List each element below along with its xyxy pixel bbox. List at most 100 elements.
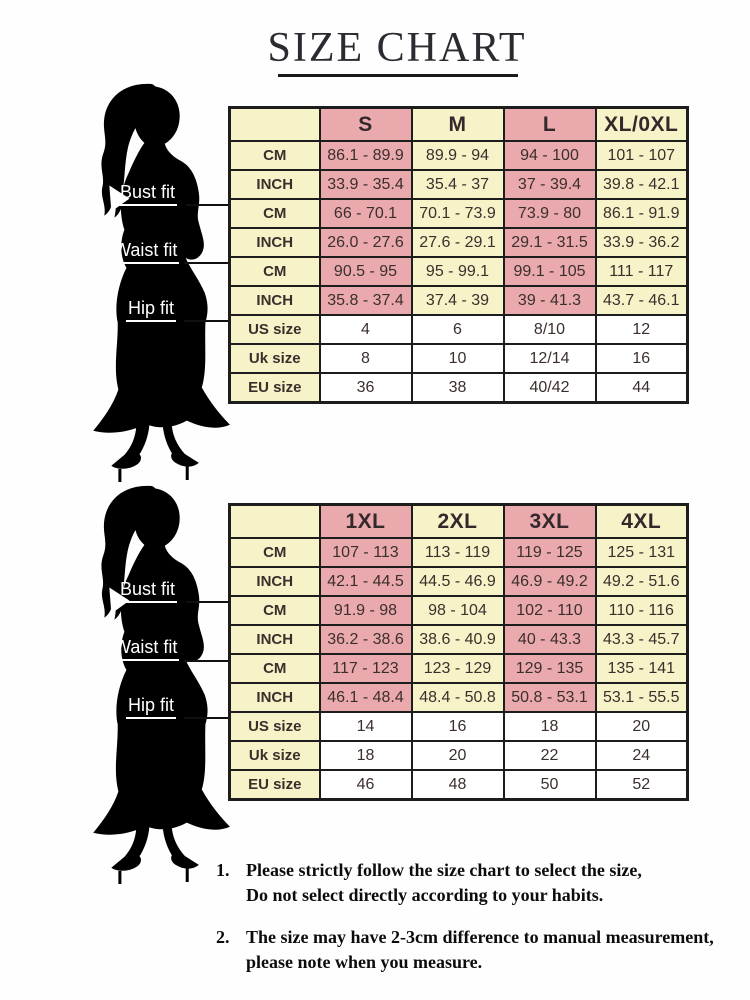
waist-fit-label: Waist fit — [112, 241, 180, 264]
table-row: INCH 36.2 - 38.6 38.6 - 40.9 40 - 43.3 43.3 … — [228, 624, 689, 655]
table-row: CM 66 - 70.1 70.1 - 73.9 73.9 - 80 86.1 - 91… — [228, 198, 689, 229]
value-cell: 98 - 104 — [410, 595, 505, 626]
waist-fit-label: Waist fit — [112, 638, 180, 661]
value-cell: 89.9 - 94 — [410, 140, 505, 171]
value-cell: 39.8 - 42.1 — [594, 169, 689, 200]
table-row: US size 4 6 8/10 12 — [228, 314, 689, 345]
table-row: CM 117 - 123 123 - 129 129 - 135 135 - 141 — [228, 653, 689, 684]
value-cell: 27.6 - 29.1 — [410, 227, 505, 258]
value-cell: 12/14 — [502, 343, 597, 374]
value-cell: 102 - 110 — [502, 595, 597, 626]
note-line: Please strictly follow the size chart to… — [246, 860, 642, 880]
value-cell: 110 - 116 — [594, 595, 689, 626]
value-cell: 50.8 - 53.1 — [502, 682, 597, 713]
corner-cell — [228, 503, 321, 539]
value-cell: 26.0 - 27.6 — [318, 227, 413, 258]
table-row: EU size 36 38 40/42 44 — [228, 372, 689, 404]
value-cell: 42.1 - 44.5 — [318, 566, 413, 597]
value-cell: 43.3 - 45.7 — [594, 624, 689, 655]
row-label-cell: US size — [228, 314, 321, 345]
note-number: 1. — [216, 860, 230, 880]
row-label-cell: US size — [228, 711, 321, 742]
value-cell: 95 - 99.1 — [410, 256, 505, 287]
value-cell: 40 - 43.3 — [502, 624, 597, 655]
value-cell: 48 — [410, 769, 505, 801]
note-text: Please strictly follow the size chart to… — [246, 858, 642, 908]
table-row: INCH 46.1 - 48.4 48.4 - 50.8 50.8 - 53.1 53.… — [228, 682, 689, 713]
title-underline — [278, 74, 518, 77]
table-row: Uk size 18 20 22 24 — [228, 740, 689, 771]
row-label-cell: CM — [228, 256, 321, 287]
value-cell: 10 — [410, 343, 505, 374]
value-cell: 44 — [594, 372, 689, 404]
row-label-cell: INCH — [228, 566, 321, 597]
woman-silhouette — [50, 484, 235, 886]
row-label-cell: CM — [228, 140, 321, 171]
value-cell: 123 - 129 — [410, 653, 505, 684]
table-row: INCH 26.0 - 27.6 27.6 - 29.1 29.1 - 31.5 33.… — [228, 227, 689, 258]
value-cell: 22 — [502, 740, 597, 771]
value-cell: 44.5 - 46.9 — [410, 566, 505, 597]
table-row: INCH 42.1 - 44.5 44.5 - 46.9 46.9 - 49.2 49.… — [228, 566, 689, 597]
value-cell: 18 — [318, 740, 413, 771]
row-label-cell: INCH — [228, 227, 321, 258]
value-cell: 18 — [502, 711, 597, 742]
woman-silhouette — [50, 82, 235, 484]
table-row: CM 107 - 113 113 - 119 119 - 125 125 - 131 — [228, 537, 689, 568]
value-cell: 6 — [410, 314, 505, 345]
row-label-cell: CM — [228, 595, 321, 626]
size-column-header: 1XL — [318, 503, 413, 539]
row-label-cell: INCH — [228, 624, 321, 655]
row-label-cell: Uk size — [228, 740, 321, 771]
note-line: please note when you measure. — [246, 952, 483, 972]
value-cell: 91.9 - 98 — [318, 595, 413, 626]
value-cell: 39 - 41.3 — [502, 285, 597, 316]
header-row: S M L XL/0XL — [228, 106, 689, 142]
table-row: INCH 33.9 - 35.4 35.4 - 37 37 - 39.4 39.8 - … — [228, 169, 689, 200]
value-cell: 94 - 100 — [502, 140, 597, 171]
note-line: The size may have 2-3cm difference to ma… — [246, 927, 714, 947]
value-cell: 125 - 131 — [594, 537, 689, 568]
value-cell: 117 - 123 — [318, 653, 413, 684]
note-item-1: 1. Please strictly follow the size chart… — [216, 858, 744, 908]
value-cell: 52 — [594, 769, 689, 801]
waist-fit-connector-line — [184, 262, 229, 264]
size-table-regular: S M L XL/0XL CM 86.1 - 89.9 89.9 - 94 94 - 100 1… — [228, 106, 689, 404]
table-row: INCH 35.8 - 37.4 37.4 - 39 39 - 41.3 43.7 - … — [228, 285, 689, 316]
value-cell: 135 - 141 — [594, 653, 689, 684]
value-cell: 107 - 113 — [318, 537, 413, 568]
value-cell: 36 — [318, 372, 413, 404]
hip-fit-connector-line — [184, 717, 229, 719]
value-cell: 16 — [594, 343, 689, 374]
value-cell: 119 - 125 — [502, 537, 597, 568]
size-column-header: M — [410, 106, 505, 142]
size-column-header: 3XL — [502, 503, 597, 539]
value-cell: 49.2 - 51.6 — [594, 566, 689, 597]
value-cell: 46.9 - 49.2 — [502, 566, 597, 597]
row-label-cell: Uk size — [228, 343, 321, 374]
corner-cell — [228, 106, 321, 142]
hip-fit-connector-line — [184, 320, 229, 322]
note-item-2: 2. The size may have 2-3cm difference to… — [216, 925, 744, 975]
hip-fit-label: Hip fit — [126, 299, 177, 322]
bust-fit-label: Bust fit — [118, 183, 178, 206]
table-row: CM 90.5 - 95 95 - 99.1 99.1 - 105 111 - 117 — [228, 256, 689, 287]
row-label-cell: CM — [228, 198, 321, 229]
row-label-cell: CM — [228, 653, 321, 684]
value-cell: 90.5 - 95 — [318, 256, 413, 287]
value-cell: 36.2 - 38.6 — [318, 624, 413, 655]
value-cell: 8/10 — [502, 314, 597, 345]
value-cell: 73.9 - 80 — [502, 198, 597, 229]
row-label-cell: EU size — [228, 372, 321, 404]
row-label-cell: INCH — [228, 169, 321, 200]
size-column-header: S — [318, 106, 413, 142]
value-cell: 29.1 - 31.5 — [502, 227, 597, 258]
bust-fit-label: Bust fit — [118, 580, 178, 603]
size-column-header: L — [502, 106, 597, 142]
value-cell: 70.1 - 73.9 — [410, 198, 505, 229]
value-cell: 99.1 - 105 — [502, 256, 597, 287]
value-cell: 50 — [502, 769, 597, 801]
value-cell: 113 - 119 — [410, 537, 505, 568]
value-cell: 14 — [318, 711, 413, 742]
value-cell: 46 — [318, 769, 413, 801]
